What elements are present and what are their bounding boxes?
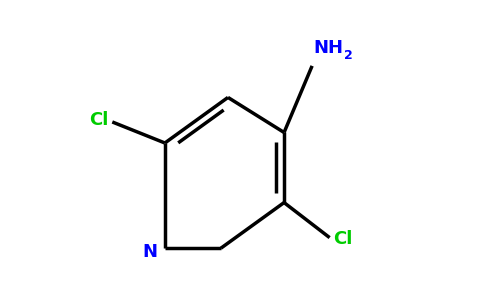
Text: Cl: Cl [333,230,352,248]
Text: NH: NH [314,39,344,57]
Text: N: N [142,243,157,261]
Text: 2: 2 [344,50,352,62]
Text: Cl: Cl [90,111,109,129]
